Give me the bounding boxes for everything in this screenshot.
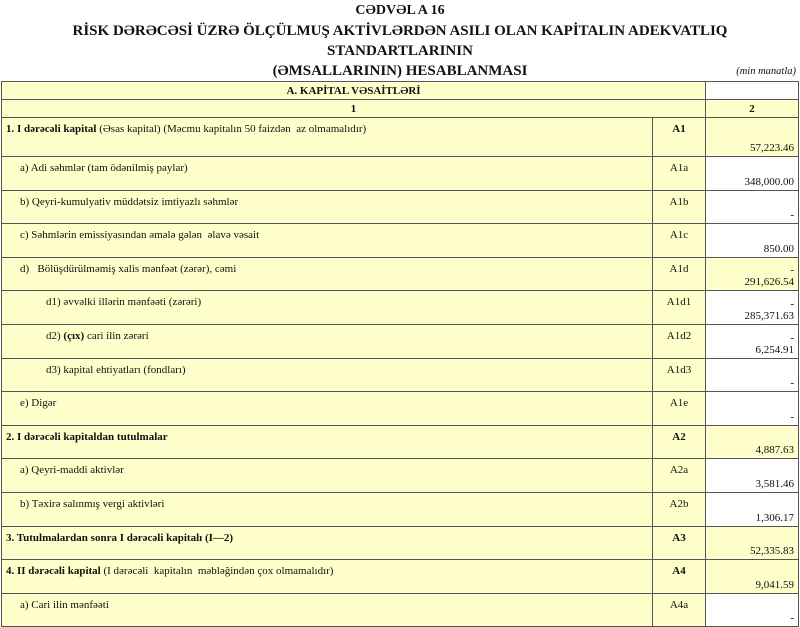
- row-label: 1. I dərəcəli kapital (Əsas kapital) (Mə…: [1, 117, 653, 157]
- table-row: e) Digər A1e -: [1, 391, 800, 426]
- row-label-text: a) Adi səhmlər (tam ödənilmiş paylar): [20, 162, 188, 174]
- row-code: A1d: [651, 256, 707, 292]
- table-row: a) Qeyri-maddi aktivlər A2a 3,581.46: [1, 458, 800, 493]
- table-row: 2. I dərəcəli kapitaldan tutulmalar A2 4,8…: [1, 424, 800, 460]
- row-value: -: [705, 592, 800, 627]
- row-value: 52,335.83: [705, 525, 800, 561]
- table-row: c) Səhmlərin emissiyasından əmələ gələn …: [1, 223, 800, 258]
- row-label-text: d2): [46, 329, 64, 342]
- row-code: A1d1: [651, 290, 707, 325]
- row-value: - 6,254.91: [705, 323, 800, 359]
- row-label: d3) kapital ehtiyatları (fondları): [1, 357, 653, 393]
- table-row: 1. I dərəcəli kapital (Əsas kapital) (Mə…: [1, 117, 800, 157]
- row-label: a) Qeyri-maddi aktivlər: [1, 458, 653, 493]
- row-value: - 285,371.63: [705, 290, 800, 325]
- row-value: 348,000.00: [705, 156, 800, 191]
- row-label: 3. Tutulmalardan sonra I dərəcəli kapita…: [1, 525, 653, 561]
- table-row: d) Bölüşdürülməmiş xalis mənfəət (zərər)…: [1, 256, 800, 292]
- row-label-text: c) Səhmlərin emissiyasından əmələ gələn …: [20, 229, 260, 242]
- column-number-1: 1: [0, 99, 707, 118]
- row-value: 4,887.63: [705, 424, 800, 460]
- row-label-text: (Əsas kapital) (Məcmu kapitalın 50 faizd…: [96, 123, 367, 135]
- row-label-text: d1) əvvəlki illərin mənfəəti (zərəri): [46, 296, 202, 309]
- table-number: CƏDVƏL A 16: [355, 3, 445, 18]
- row-label-bold: 3. Tutulmalardan sonra I dərəcəli kapita…: [6, 531, 234, 544]
- title-line-2: (ƏMSALLARININ) HESABLANMASI: [272, 63, 528, 79]
- row-code: A2b: [651, 491, 707, 527]
- row-label: a) Cari ilin mənfəəti: [1, 592, 653, 627]
- row-label-bold: 1. I dərəcəli kapital: [6, 123, 97, 135]
- row-label-text: b) Təxirə salınmış vergi aktivləri: [20, 497, 165, 510]
- row-label: a) Adi səhmlər (tam ödənilmiş paylar): [1, 156, 653, 191]
- row-code: A4: [651, 559, 707, 594]
- row-label-bold: 2. I dərəcəli kapitaldan tutulmalar: [6, 430, 168, 443]
- row-code: A4a: [651, 592, 707, 627]
- row-label: b) Qeyri-kumulyativ müddətsiz imtiyazlı …: [1, 189, 653, 225]
- row-value: 9,041.59: [705, 559, 800, 594]
- row-value: 1,306.17: [705, 491, 800, 527]
- table-row: d1) əvvəlki illərin mənfəəti (zərəri) A1d…: [1, 290, 800, 325]
- row-label: d1) əvvəlki illərin mənfəəti (zərəri): [1, 290, 653, 325]
- table-row: a) Cari ilin mənfəəti A4a -: [1, 592, 800, 627]
- section-header: A. KAPİTAL VƏSAİTLƏRİ: [0, 81, 707, 100]
- row-code: A2a: [651, 458, 707, 493]
- row-code: A2: [651, 424, 707, 460]
- row-label: d) Bölüşdürülməmiş xalis mənfəət (zərər)…: [1, 256, 653, 292]
- row-label: 2. I dərəcəli kapitaldan tutulmalar: [1, 424, 653, 460]
- row-label-text: (I dərəcəli kapitalın məbləğindən çox ol…: [100, 565, 334, 578]
- column-number-2: 2: [705, 99, 800, 118]
- title-line-1: RİSK DƏRƏCƏSİ ÜZRƏ ÖLÇÜLMUŞ AKTİVLƏRDƏN …: [72, 23, 728, 59]
- page-title: RİSK DƏRƏCƏSİ ÜZRƏ ÖLÇÜLMUŞ AKTİVLƏRDƏN …: [0, 21, 800, 81]
- row-label: c) Səhmlərin emissiyasından əmələ gələn …: [1, 223, 653, 258]
- row-label: e) Digər: [1, 391, 653, 426]
- row-label-bold: 4. II dərəcəli kapital: [6, 565, 101, 578]
- row-code: A1a: [651, 156, 707, 191]
- unit-note: (min manatla): [736, 66, 796, 77]
- row-label-text: a) Qeyri-maddi aktivlər: [20, 464, 124, 477]
- table-row: d2) (çıx) cari ilin zərəri A1d2- 6,254.91: [1, 323, 800, 359]
- row-label-text: e) Digər: [20, 397, 57, 410]
- row-label-rest: cari ilin zərəri: [84, 329, 149, 342]
- row-label-text: a) Cari ilin mənfəəti: [20, 598, 109, 611]
- row-value: - 291,626.54: [705, 256, 800, 292]
- row-code: A1d2: [651, 323, 707, 359]
- row-code: A1c: [651, 223, 707, 258]
- row-label: 4. II dərəcəli kapital (I dərəcəli kapit…: [1, 559, 653, 594]
- row-value: 850.00: [705, 223, 800, 258]
- row-value: -: [705, 357, 800, 393]
- row-value: 3,581.46: [705, 458, 800, 493]
- row-label: d2) (çıx) cari ilin zərəri: [1, 323, 653, 359]
- capital-table: A. KAPİTAL VƏSAİTLƏRİ 1 2 1. I dərəcəli …: [0, 81, 800, 627]
- row-code: A1d3: [651, 357, 707, 393]
- row-value: -: [705, 189, 800, 225]
- table-row: 3. Tutulmalardan sonra I dərəcəli kapita…: [1, 525, 800, 561]
- table-row: 4. II dərəcəli kapital (I dərəcəli kapit…: [1, 559, 800, 594]
- table-row: a) Adi səhmlər (tam ödənilmiş paylar) A1a…: [1, 156, 800, 191]
- table-row: b) Qeyri-kumulyativ müddətsiz imtiyazlı …: [1, 189, 800, 225]
- table-row: d3) kapital ehtiyatları (fondları) A1d3-: [1, 357, 800, 393]
- row-label-text: d) Bölüşdürülməmiş xalis mənfəət (zərər)…: [20, 262, 237, 275]
- row-code: A1b: [651, 189, 707, 225]
- row-value: 57,223.46: [705, 117, 800, 157]
- table-row: b) Təxirə salınmış vergi aktivləri A2b 1,3…: [1, 491, 800, 527]
- row-label: b) Təxirə salınmış vergi aktivləri: [1, 491, 653, 527]
- row-label-text: b) Qeyri-kumulyativ müddətsiz imtiyazlı …: [20, 195, 239, 208]
- row-code: A1e: [651, 391, 707, 426]
- row-code: A3: [651, 525, 707, 561]
- row-label-text: d3) kapital ehtiyatları (fondları): [46, 363, 186, 376]
- row-code: A1: [651, 117, 707, 157]
- row-value: -: [705, 391, 800, 426]
- section-header-blank: [705, 81, 800, 100]
- row-label-bold-part: (çıx): [63, 329, 85, 342]
